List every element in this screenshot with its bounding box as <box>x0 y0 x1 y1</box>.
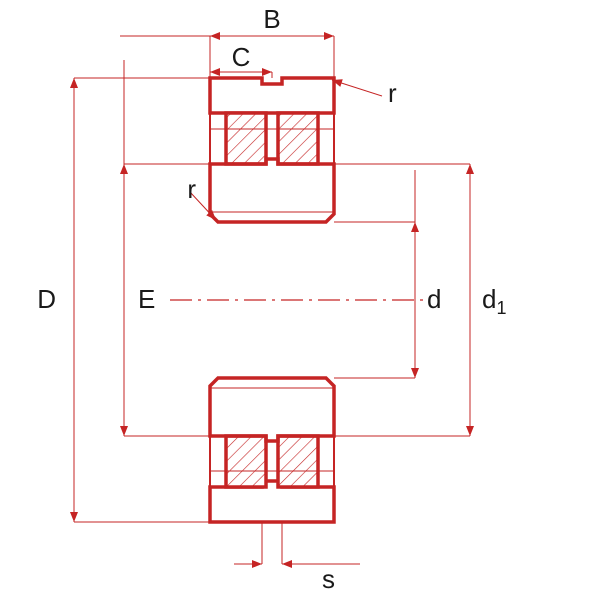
label-s: s <box>322 564 335 594</box>
label-r-inner: r <box>187 174 196 204</box>
bearing-diagram: BC E Dd d1 s r r <box>0 0 600 600</box>
label-C: C <box>232 42 251 72</box>
label-D: D <box>37 284 56 314</box>
label-B: B <box>263 4 280 34</box>
label-d: d <box>427 284 441 314</box>
label-E: E <box>138 284 155 314</box>
label-d1: d1 <box>482 284 506 318</box>
label-r-outer: r <box>388 78 397 108</box>
